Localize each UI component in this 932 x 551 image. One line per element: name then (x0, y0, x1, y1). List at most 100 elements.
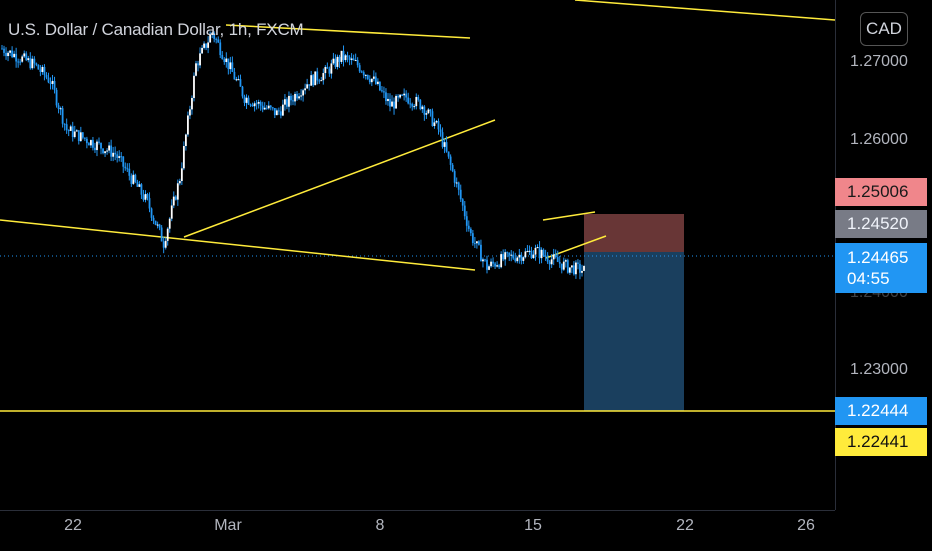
candle-body (41, 66, 44, 72)
candle-body (423, 106, 426, 115)
chart-area[interactable]: U.S. Dollar / Canadian Dollar, 1h, FXCM (0, 0, 835, 510)
candle-body (213, 32, 216, 39)
candle-body (273, 107, 276, 116)
trendline-top-left[interactable] (225, 24, 471, 39)
candle-body (532, 254, 535, 259)
candle-body (304, 88, 307, 91)
candle-body (427, 109, 430, 114)
candle-body (31, 58, 34, 69)
candle-body (486, 259, 488, 270)
candle-body (132, 174, 135, 184)
candle-body (98, 141, 100, 143)
candle-body (419, 99, 422, 110)
candle-body (433, 122, 436, 127)
candle-body (383, 91, 385, 93)
candle-body (57, 105, 60, 109)
trendline-rising[interactable] (183, 119, 496, 238)
candle-body (120, 156, 123, 158)
candle-body (235, 79, 238, 81)
candle-body (152, 217, 155, 221)
candle-body (308, 84, 311, 86)
candle-body (154, 220, 157, 225)
candle-body (469, 228, 472, 234)
candle-body (316, 71, 319, 81)
candle-body (104, 151, 106, 154)
candle-body (413, 106, 416, 108)
candle-body (1, 48, 3, 50)
candle-body (340, 50, 343, 62)
candle-body (81, 132, 84, 138)
take-profit-price-label: 1.22444 (835, 397, 927, 425)
candle-body (524, 251, 527, 258)
candle-body (411, 103, 414, 107)
candle-body (140, 184, 143, 195)
candle-body (67, 130, 70, 132)
candle-body (387, 98, 389, 102)
candle-body (314, 71, 317, 86)
trendline-top-right[interactable] (574, 0, 835, 21)
candle-body (281, 104, 284, 116)
candle-body (263, 107, 266, 110)
candle-body (259, 101, 262, 106)
trendline-lower-channel[interactable] (0, 219, 476, 271)
candle-body (71, 126, 74, 138)
candle-body (324, 67, 327, 74)
candle-body (560, 263, 563, 270)
candle-body (356, 60, 359, 66)
candle-body (61, 108, 64, 124)
currency-button[interactable]: CAD (860, 12, 908, 46)
entry-price-label: 1.24520 (835, 210, 927, 238)
candle-body (114, 152, 117, 155)
candle-body (92, 140, 94, 148)
candle-body (421, 106, 424, 110)
candle-body (172, 196, 175, 206)
candle-body (126, 168, 129, 170)
candle-body (538, 247, 541, 259)
candle-body (566, 260, 569, 273)
candle-body (294, 93, 296, 102)
price-chart[interactable] (0, 0, 835, 510)
candle-body (562, 261, 565, 270)
candle-body (381, 90, 383, 92)
candle-body (292, 100, 294, 102)
candle-body (445, 142, 448, 152)
candle-body (229, 62, 232, 70)
candle-body (23, 53, 26, 57)
candle-body (106, 150, 108, 152)
candle-body (568, 267, 571, 273)
stop-loss-zone[interactable] (584, 214, 684, 252)
candle-body (332, 58, 335, 64)
candle-body (217, 39, 220, 43)
candle-body (312, 75, 315, 86)
candle-body (257, 101, 260, 104)
candle-body (59, 108, 62, 110)
bar-countdown: 04:55 (847, 269, 890, 288)
candle-body (90, 140, 92, 146)
candle-body (467, 225, 470, 229)
candle-body (233, 71, 236, 80)
candle-body (453, 171, 456, 183)
take-profit-zone[interactable] (584, 252, 684, 411)
candle-body (77, 130, 80, 142)
candle-body (39, 69, 42, 72)
candle-body (49, 82, 52, 84)
candle-body (73, 131, 76, 138)
candle-body (136, 181, 139, 187)
candle-body (583, 265, 585, 271)
candle-body (176, 183, 179, 200)
candle-body (239, 79, 242, 87)
trendline-flag-top[interactable] (542, 211, 596, 221)
candle-body (164, 240, 167, 248)
candle-body (498, 265, 501, 268)
candle-body (437, 121, 440, 130)
candle-body (33, 58, 36, 64)
candle-body (504, 252, 507, 260)
symbol-title[interactable]: U.S. Dollar / Canadian Dollar, 1h, FXCM (8, 20, 304, 39)
candle-body (514, 258, 517, 262)
candle-body (288, 95, 290, 107)
candle-body (463, 205, 466, 217)
stop-loss-price-label: 1.25006 (835, 178, 927, 206)
time-axis[interactable]: 22 Mar 8 15 22 26 (0, 510, 835, 551)
candle-body (142, 194, 145, 200)
candle-body (298, 96, 300, 99)
